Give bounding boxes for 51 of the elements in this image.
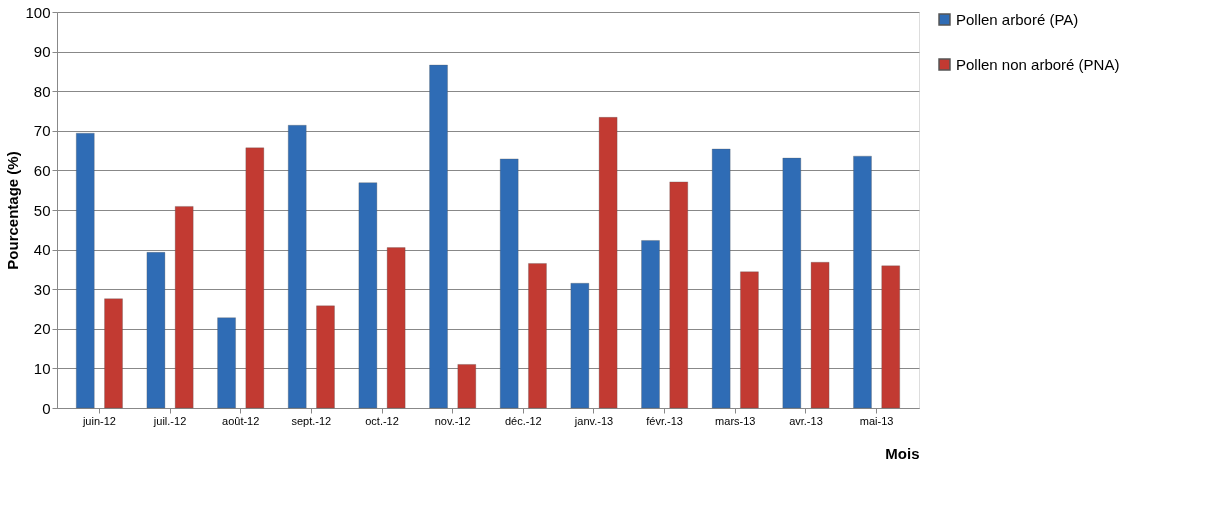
x-tick-label: déc.-12 [504,414,542,427]
bar [570,283,589,409]
bar [175,206,194,409]
y-tick-label: 60 [33,161,51,179]
x-tick-label: févr.-13 [646,414,683,427]
bar [881,265,900,409]
x-tick-label: sept.-12 [291,414,332,427]
x-tick-label: janv.-13 [573,414,614,427]
bar [217,317,236,409]
x-tick-label: mars-13 [715,414,756,427]
y-tick-label: 0 [42,399,51,417]
x-tick-label: nov.-12 [434,414,471,427]
x-axis-title: Mois [885,444,920,462]
bar [669,181,688,409]
y-tick-label: 30 [33,280,51,298]
bar [500,158,519,409]
y-axis-title: Pourcentage (%) [4,151,22,270]
bar [146,252,166,409]
y-tick-label: 80 [33,82,51,100]
x-tick-label: août-12 [222,414,260,427]
bar [245,147,264,409]
y-tick-label: 100 [25,3,51,21]
bar [641,240,660,409]
x-tick-label: avr.-13 [789,414,823,427]
bar [429,64,448,409]
y-tick-label: 90 [33,43,51,61]
bar [288,125,307,409]
bar [810,262,830,409]
x-tick-label: oct.-12 [365,414,399,427]
x-tick-label: juil.-12 [152,414,187,427]
bar [104,298,123,409]
bar [316,305,335,409]
x-tick-label: juin-12 [81,414,116,427]
y-tick-label: 50 [33,201,51,219]
bar [740,271,759,409]
y-tick-label: 40 [33,241,51,259]
y-tick-label: 20 [33,320,51,338]
bar [528,263,547,409]
y-tick-label: 70 [33,122,51,140]
bar [853,155,872,409]
bar [358,182,378,409]
legend-label: Pollen non arboré (PNA) [956,55,1120,73]
legend-label: Pollen arboré (PA) [956,10,1079,28]
bar [782,157,801,409]
y-tick-label: 10 [33,359,51,377]
bar [712,148,731,409]
bar [76,133,95,409]
x-tick-label: mai-13 [859,414,894,427]
bar [457,364,476,409]
bar [387,247,406,409]
bar [598,117,618,409]
